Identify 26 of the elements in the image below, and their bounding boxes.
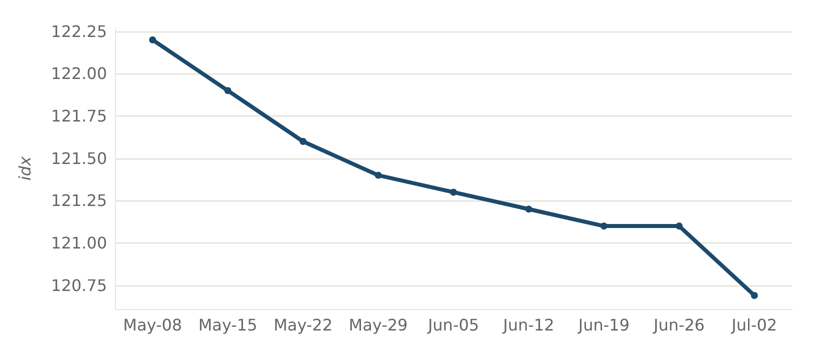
point: [224, 87, 232, 94]
y-axis-title: idx: [16, 156, 34, 181]
y-tick-label: 120.75: [51, 276, 107, 295]
x-tick-label: Jun-05: [426, 316, 480, 334]
point: [676, 222, 683, 230]
point: [374, 172, 382, 179]
x-tick-label: May-15: [198, 316, 258, 334]
point: [450, 188, 457, 196]
x-tick-label: Jun-26: [652, 316, 705, 334]
y-tick-label: 121.75: [51, 106, 107, 126]
point: [750, 292, 758, 299]
x-tick-label: May-29: [348, 316, 408, 334]
point: [600, 222, 608, 230]
point: [300, 138, 307, 145]
x-tick-label: Jun-12: [502, 316, 554, 334]
y-tick-label: 121.50: [51, 148, 107, 168]
x-tick-label: Jul-02: [730, 316, 778, 334]
x-tick-label: May-08: [123, 316, 182, 334]
point: [149, 36, 156, 44]
y-tick-label: 122.25: [51, 22, 107, 41]
y-tick-label: 121.00: [51, 233, 107, 252]
y-tick-label: 122.00: [51, 64, 107, 84]
x-tick-label: May-22: [274, 316, 333, 334]
point: [525, 206, 532, 213]
y-tick-label: 121.25: [51, 191, 107, 210]
x-tick-label: Jun-19: [577, 316, 630, 334]
